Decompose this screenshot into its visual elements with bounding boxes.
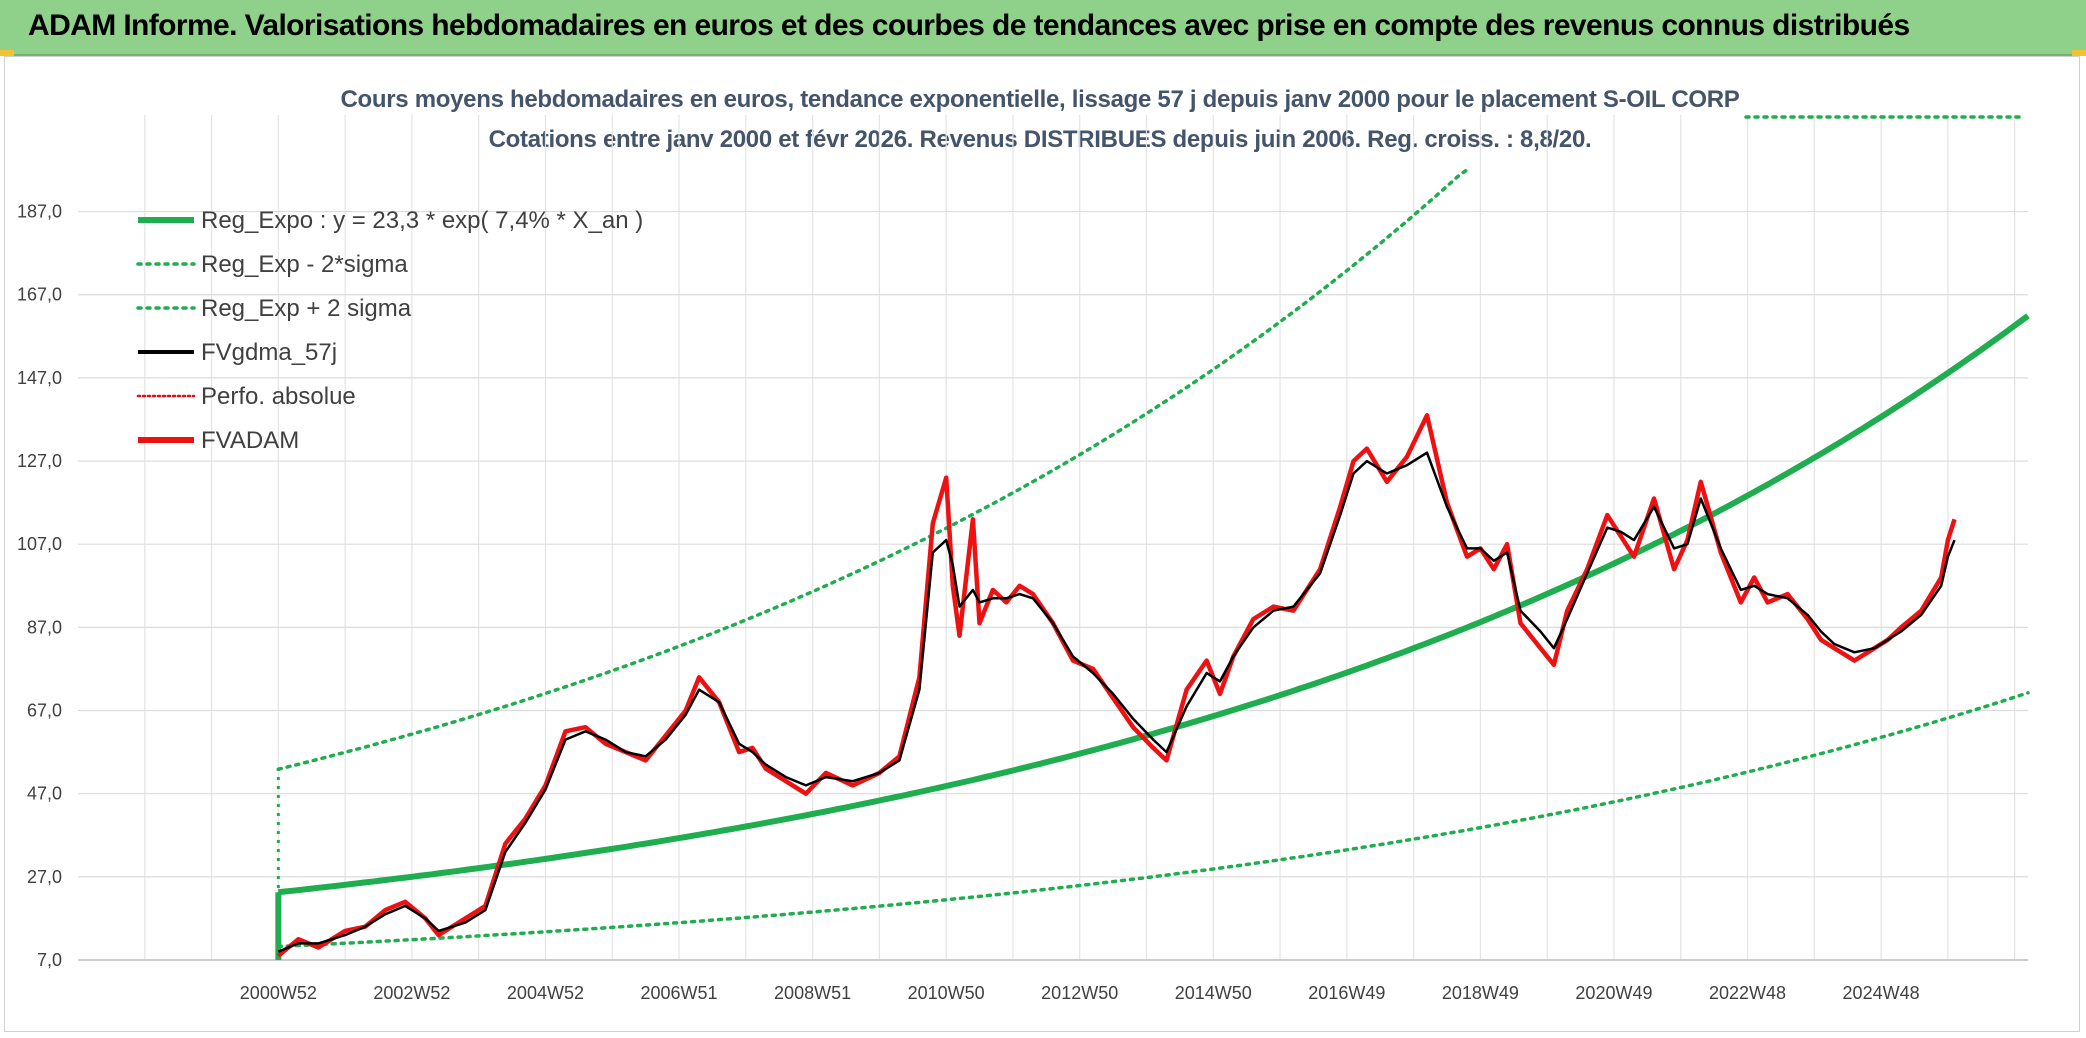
x-tick-label: 2002W52 xyxy=(373,983,450,1003)
series-line-fvadam xyxy=(276,413,1957,958)
y-tick-label: 167,0 xyxy=(17,285,62,305)
y-tick-label: 127,0 xyxy=(17,451,62,471)
y-tick-label: 7,0 xyxy=(37,950,62,970)
x-tick-label: 2008W51 xyxy=(774,983,851,1003)
x-tick-label: 2022W48 xyxy=(1709,983,1786,1003)
x-tick-label: 2004W52 xyxy=(507,983,584,1003)
x-tick-label: 2020W49 xyxy=(1575,983,1652,1003)
banner-corner-right xyxy=(2072,50,2086,56)
series-line-reg-expo xyxy=(277,313,2030,896)
x-tick-label: 2016W49 xyxy=(1308,983,1385,1003)
x-tick-label: 2006W51 xyxy=(640,983,717,1003)
page-title: ADAM Informe. Valorisations hebdomadaire… xyxy=(28,9,1910,42)
series-line-fvgdma-57j xyxy=(277,451,1956,953)
y-tick-label: 107,0 xyxy=(17,534,62,554)
y-axis-ticks: 7,0 27,0 47,0 67,0 87,0 107,0 127,0 147,0 167,0 1… xyxy=(17,202,62,970)
chart-frame xyxy=(4,56,2080,1032)
y-tick-label: 147,0 xyxy=(17,368,62,388)
y-tick-label: 47,0 xyxy=(27,784,62,804)
legend: Reg_Expo : y = 23,3 * exp( 7,4% * X_an )… xyxy=(136,207,643,454)
y-tick-label: 87,0 xyxy=(27,617,62,637)
legend-label: Reg_Expo : y = 23,3 * exp( 7,4% * X_an ) xyxy=(201,207,643,234)
series-line-reg-exp-minus-2-sigma xyxy=(276,691,2030,949)
legend-label: Reg_Exp + 2 sigma xyxy=(201,295,412,322)
banner-corner-left xyxy=(0,50,14,56)
legend-label: FVADAM xyxy=(201,427,299,454)
plot-area xyxy=(275,115,2030,960)
x-tick-label: 2000W52 xyxy=(240,983,317,1003)
y-tick-label: 67,0 xyxy=(27,701,62,721)
x-tick-label: 2012W50 xyxy=(1041,983,1118,1003)
x-tick-label: 2024W48 xyxy=(1843,983,1920,1003)
legend-label: FVgdma_57j xyxy=(201,339,337,366)
x-axis-ticks: 2000W52 2002W52 2004W52 2006W51 2008W51 2010W… xyxy=(240,983,1920,1003)
x-tick-label: 2018W49 xyxy=(1442,983,1519,1003)
y-tick-label: 27,0 xyxy=(27,867,62,887)
chart-title: Cours moyens hebdomadaires en euros, ten… xyxy=(340,86,1740,113)
legend-label: Perfo. absolue xyxy=(201,383,356,410)
x-tick-label: 2014W50 xyxy=(1175,983,1252,1003)
x-tick-label: 2010W50 xyxy=(908,983,985,1003)
chart-subtitle: Cotations entre janv 2000 et févr 2026. … xyxy=(488,126,1592,153)
legend-label: Reg_Exp - 2*sigma xyxy=(201,251,408,278)
y-tick-label: 187,0 xyxy=(17,202,62,222)
grid-lines xyxy=(78,115,2028,961)
header-banner: ADAM Informe. Valorisations hebdomadaire… xyxy=(0,0,2086,56)
series-line-reg-exp-plus-2-sigma xyxy=(276,168,1469,771)
